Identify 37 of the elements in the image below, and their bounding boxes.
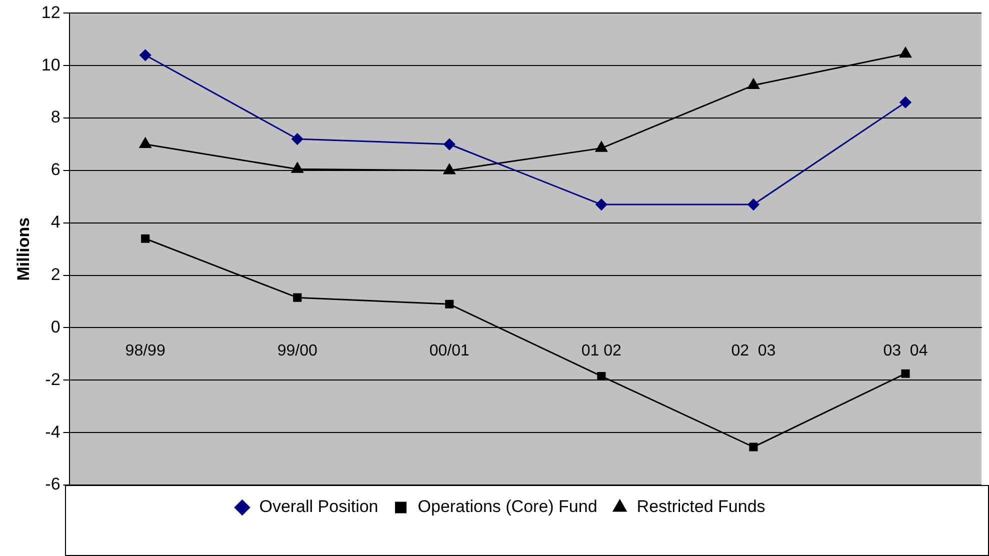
y-tick-label: 4 <box>50 212 60 232</box>
y-tick-label: -4 <box>45 422 60 442</box>
point <box>595 141 608 152</box>
point <box>748 78 760 90</box>
x-tick-label: 99/00 <box>277 342 318 360</box>
point <box>140 49 152 61</box>
point <box>749 442 758 452</box>
point <box>445 300 454 308</box>
point <box>139 138 152 148</box>
point <box>901 369 910 378</box>
y-axis-title: Millions <box>14 217 33 281</box>
y-tick-label: -2 <box>45 370 60 389</box>
x-tick-label: 00/01 <box>429 342 470 360</box>
point <box>291 162 304 173</box>
y-tick-label: 2 <box>50 265 60 284</box>
point <box>900 47 912 58</box>
y-tick-label: 12 <box>41 2 60 22</box>
point <box>596 198 608 210</box>
point <box>141 234 150 243</box>
y-tick-label: 0 <box>50 317 60 336</box>
point <box>443 164 456 174</box>
legend-label: Restricted Funds <box>636 497 766 516</box>
point <box>748 198 760 210</box>
legend-label: Operations (Core) Fund <box>418 497 598 516</box>
point <box>292 133 304 145</box>
y-tick-label: 8 <box>50 108 60 127</box>
point <box>293 293 302 302</box>
x-tick-label: 98/99 <box>125 342 166 360</box>
x-tick-label: 02 03 <box>731 342 776 360</box>
x-tick-label: 01 02 <box>581 342 622 360</box>
point <box>900 96 912 108</box>
y-tick-label: 10 <box>41 55 60 74</box>
legend-label: Overall Position <box>259 497 378 516</box>
y-tick-label: -6 <box>45 474 60 494</box>
x-tick-label: 03 04 <box>883 342 928 360</box>
point <box>444 138 456 150</box>
y-tick-label: 6 <box>50 160 60 180</box>
